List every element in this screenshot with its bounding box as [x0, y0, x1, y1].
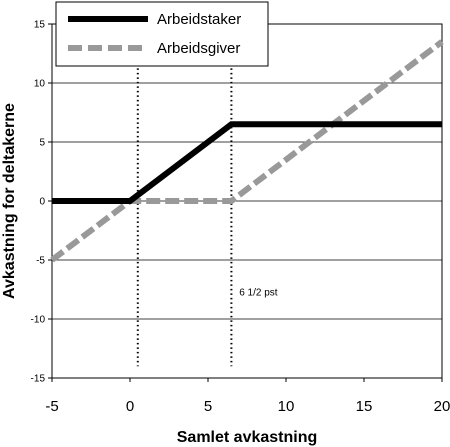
legend: Arbeidstaker Arbeidsgiver	[55, 1, 269, 67]
annotation-text: 6 1/2 pst	[239, 287, 278, 298]
y-tick-label: 15	[34, 20, 46, 31]
x-axis-label: Samlet avkastning	[177, 429, 318, 446]
x-tick-label: 20	[434, 398, 450, 415]
x-tick-label: 15	[356, 398, 373, 415]
series-lines	[50, 39, 444, 263]
y-tick-label: 0	[39, 197, 45, 208]
annotations: 6 1/2 pst	[239, 287, 278, 298]
x-tick-label: 10	[278, 398, 295, 415]
x-tick-label: -5	[45, 398, 58, 415]
legend-box	[55, 1, 269, 67]
y-tick-label: 10	[34, 79, 46, 90]
series-line-arbeidstaker	[52, 121, 442, 204]
y-tick-label: -10	[31, 315, 46, 326]
y-tick-label: -5	[36, 256, 45, 267]
y-tick-labels: -15 -10 -5 0 5 10 15	[31, 20, 52, 385]
y-tick-label: 5	[39, 138, 45, 149]
x-tick-label: 0	[126, 398, 134, 415]
legend-label-arbeidstaker: Arbeidstaker	[157, 11, 241, 28]
y-tick-label: -15	[31, 374, 46, 385]
x-tick-label: 5	[204, 398, 212, 415]
legend-label-arbeidsgiver: Arbeidsgiver	[157, 40, 240, 57]
x-tick-labels: -5 0 5 10 15 20	[45, 378, 450, 415]
y-axis-label: Avkastning for deltakerne	[1, 103, 18, 299]
reference-lines	[136, 59, 233, 367]
